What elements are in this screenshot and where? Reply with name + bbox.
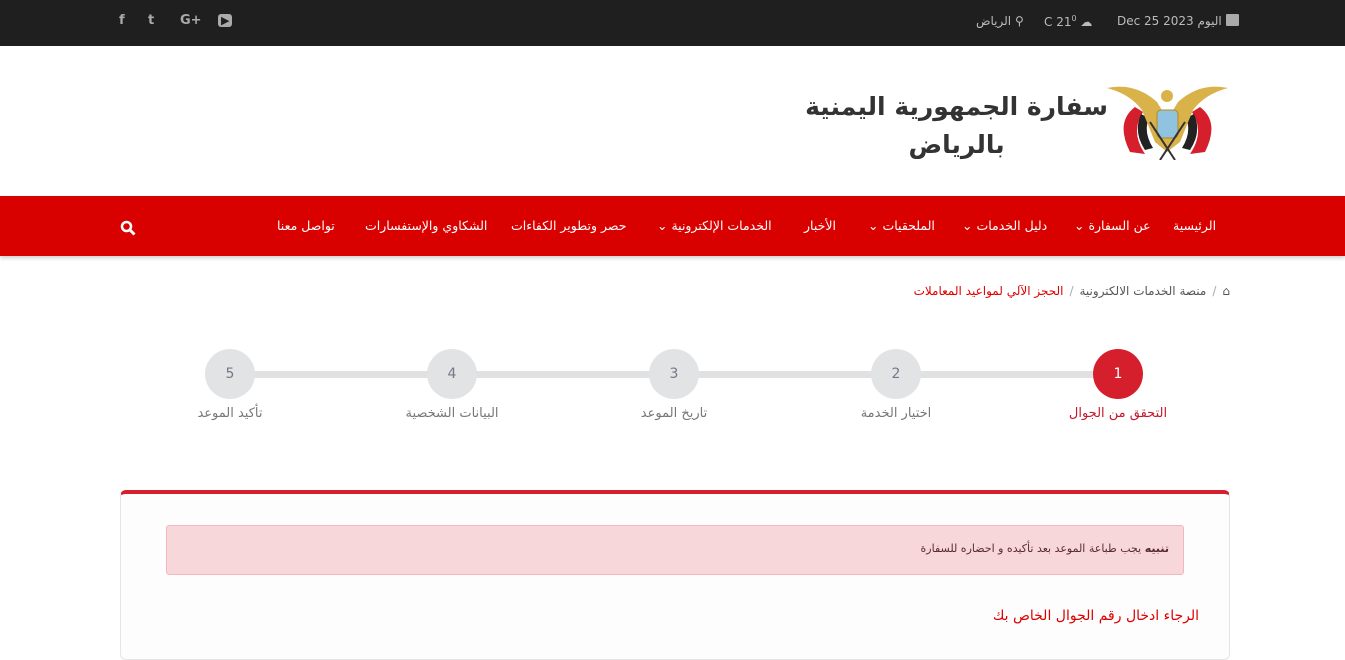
warning-alert: تنبيه يجب طباعة الموعد بعد تأكيده و احضا… — [166, 525, 1184, 575]
weather-display: C 210 ☁ — [1044, 14, 1093, 29]
step-5-circle: 5 — [205, 349, 255, 399]
step-2-label: اختيار الخدمة — [860, 406, 932, 421]
nav-item-news[interactable]: الأخبار — [804, 218, 836, 233]
nav-item-competencies[interactable]: حصر وتطوير الكفاءات — [511, 218, 627, 233]
yemen-emblem-logo[interactable] — [1105, 82, 1230, 160]
cloud-icon: ☁ — [1080, 15, 1093, 29]
nav-item-home[interactable]: الرئيسية — [1173, 218, 1217, 233]
step-3-label: تاريخ الموعد — [640, 406, 708, 421]
breadcrumb-current: الحجز الآلي لمواعيد المعاملات — [913, 284, 1064, 298]
step-1-label: التحقق من الجوال — [1068, 406, 1168, 421]
step-2-circle: 2 — [871, 349, 921, 399]
twitter-icon[interactable]: t — [148, 13, 155, 28]
google-plus-icon[interactable]: G+ — [180, 13, 202, 28]
search-icon[interactable] — [120, 220, 136, 236]
nav-item-about[interactable]: عن السفارة ⌄ — [1074, 218, 1151, 233]
breadcrumb: ⌂/منصة الخدمات الالكترونية/الحجز الآلي ل… — [913, 284, 1230, 298]
step-1-circle: 1 — [1093, 349, 1143, 399]
nav-item-complaints[interactable]: الشكاوي والإستفسارات — [365, 218, 488, 233]
nav-item-e-services[interactable]: الخدمات الإلكترونية ⌄ — [657, 218, 772, 233]
date-display: اليوم Dec 25 2023 — [1117, 14, 1239, 28]
top-bar: f t G+ ▶ اليوم Dec 25 2023 C 210 ☁ ⚲ الر… — [0, 0, 1345, 46]
breadcrumb-link[interactable]: منصة الخدمات الالكترونية — [1079, 284, 1207, 298]
map-marker-icon: ⚲ — [1014, 14, 1024, 28]
youtube-icon[interactable]: ▶ — [218, 14, 233, 27]
home-icon[interactable]: ⌂ — [1222, 284, 1230, 298]
nav-item-attaches[interactable]: الملحقيات ⌄ — [868, 218, 935, 233]
site-header: سفارة الجمهورية اليمنية بالرياض — [0, 46, 1345, 196]
step-3-circle: 3 — [649, 349, 699, 399]
verification-card: تنبيه يجب طباعة الموعد بعد تأكيده و احضا… — [120, 490, 1230, 660]
step-4-circle: 4 — [427, 349, 477, 399]
phone-prompt: الرجاء ادخال رقم الجوال الخاص بك — [992, 608, 1199, 624]
calendar-icon — [1225, 14, 1239, 26]
main-nav: الرئيسية عن السفارة ⌄ دليل الخدمات ⌄ الم… — [0, 196, 1345, 256]
step-4-label: البيانات الشخصية — [405, 406, 499, 421]
facebook-icon[interactable]: f — [119, 13, 125, 28]
step-5-label: تأكيد الموعد — [197, 406, 263, 421]
chevron-down-icon: ⌄ — [1074, 218, 1085, 233]
site-logo-title[interactable]: سفارة الجمهورية اليمنية بالرياض — [805, 92, 1108, 159]
nav-item-services-guide[interactable]: دليل الخدمات ⌄ — [962, 218, 1048, 233]
chevron-down-icon: ⌄ — [962, 218, 973, 233]
location-display: ⚲ الرياض — [976, 14, 1024, 28]
chevron-down-icon: ⌄ — [657, 218, 668, 233]
chevron-down-icon: ⌄ — [868, 218, 879, 233]
nav-item-contact[interactable]: تواصل معنا — [277, 218, 335, 233]
